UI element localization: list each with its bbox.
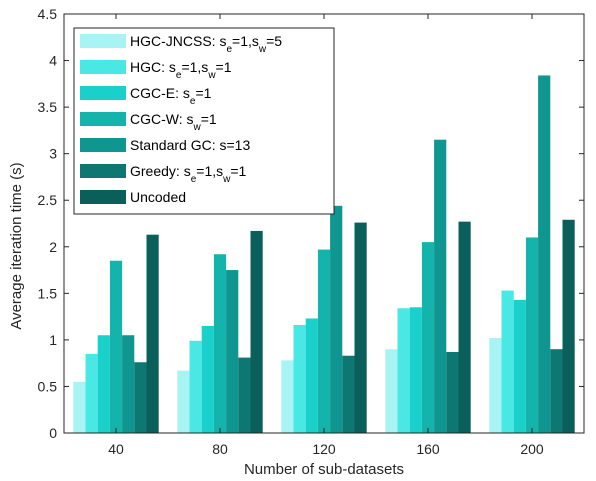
- bar-80-series-4: [213, 254, 227, 433]
- legend-swatch: [80, 86, 126, 100]
- bars-group: [73, 75, 575, 433]
- bar-200-series-3: [513, 299, 526, 433]
- bar-160-series-3: [409, 307, 422, 433]
- bar-200-series-5: [538, 75, 551, 433]
- y-tick-label: 3: [49, 146, 57, 162]
- bar-120-series-7: [354, 222, 367, 433]
- bar-120-series-5: [330, 205, 343, 433]
- bar-200-series-1: [489, 338, 502, 433]
- x-tick-label: 160: [416, 441, 440, 457]
- bar-80-series-2: [189, 340, 202, 433]
- bar-40-series-3: [97, 335, 110, 433]
- bar-200-series-4: [525, 237, 539, 433]
- legend-swatch: [80, 164, 126, 178]
- y-tick-label: 2.5: [38, 192, 58, 208]
- x-tick-label: 80: [212, 441, 228, 457]
- legend-swatch: [80, 138, 126, 152]
- y-tick-label: 0.5: [38, 378, 58, 394]
- bar-40-series-1: [73, 381, 86, 433]
- y-tick-label: 4: [49, 53, 57, 69]
- y-tick-label: 1: [49, 332, 57, 348]
- legend-entry: Standard GC: s=13: [130, 137, 250, 153]
- y-tick-label: 4.5: [38, 6, 58, 22]
- bar-160-series-4: [421, 242, 435, 433]
- bar-80-series-1: [177, 370, 190, 433]
- bar-80-series-7: [250, 230, 263, 433]
- bar-120-series-6: [342, 355, 355, 433]
- x-tick-label: 40: [108, 441, 124, 457]
- legend-swatch: [80, 34, 126, 48]
- bar-160-series-6: [446, 351, 459, 433]
- bar-40-series-6: [134, 362, 147, 433]
- bar-200-series-2: [501, 290, 514, 433]
- bar-80-series-6: [238, 357, 251, 433]
- bar-200-series-7: [562, 219, 575, 433]
- bar-40-series-4: [109, 260, 123, 433]
- y-tick-label: 2: [49, 239, 57, 255]
- bar-80-series-3: [201, 325, 214, 433]
- bar-40-series-2: [85, 353, 98, 433]
- legend: HGC-JNCSS: se=1,sw=5 HGC: se=1,sw=1 CGC-E:…: [73, 27, 335, 215]
- ticks-group: 0 0.5 1 1.5 2 2.5 3 3.5 4 4.5 40 80 120 160 200: [38, 6, 584, 457]
- y-tick-label: 3.5: [38, 99, 58, 115]
- bar-160-series-2: [397, 308, 410, 433]
- legend-entry: Greedy: se=1,sw=1: [130, 163, 247, 185]
- bar-120-series-2: [293, 324, 306, 433]
- x-tick-label: 200: [520, 441, 544, 457]
- legend-entry: HGC-JNCSS: se=1,sw=5: [130, 33, 282, 55]
- legend-swatch: [80, 112, 126, 126]
- bar-120-series-1: [281, 360, 294, 433]
- bar-40-series-7: [146, 234, 159, 433]
- bar-120-series-3: [305, 318, 318, 433]
- bar-200-series-6: [550, 349, 563, 433]
- bar-120-series-4: [317, 249, 331, 433]
- legend-entry: CGC-W: sw=1: [130, 111, 217, 133]
- x-tick-label: 120: [312, 441, 336, 457]
- bar-40-series-5: [122, 335, 135, 433]
- bar-80-series-5: [226, 270, 239, 433]
- bar-160-series-7: [458, 221, 471, 433]
- legend-entry: HGC: se=1,sw=1: [130, 59, 232, 81]
- y-tick-label: 0: [49, 425, 57, 441]
- legend-swatch: [80, 60, 126, 74]
- y-tick-label: 1.5: [38, 285, 58, 301]
- legend-entry: CGC-E: se=1: [130, 85, 212, 107]
- y-axis-title: Average iteration time (s): [8, 162, 25, 329]
- bar-160-series-5: [434, 139, 447, 433]
- legend-swatch: [80, 190, 126, 204]
- bar-160-series-1: [385, 349, 398, 433]
- x-axis-title: Number of sub-datasets: [244, 461, 404, 478]
- legend-entry: Uncoded: [130, 189, 186, 205]
